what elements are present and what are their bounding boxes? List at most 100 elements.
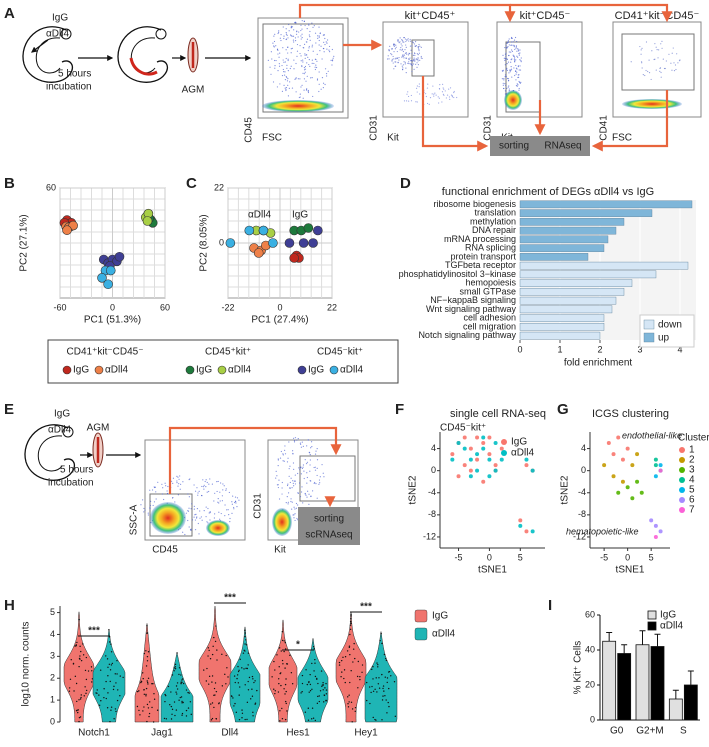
flow-event xyxy=(308,493,310,495)
x-tick-label: G2+M xyxy=(636,726,664,737)
category-label: protein transport xyxy=(450,251,516,261)
jitter-dot xyxy=(307,719,310,721)
flow-event xyxy=(318,83,320,85)
point xyxy=(450,457,455,462)
x-tick-label: 5 xyxy=(518,552,523,562)
flow-event xyxy=(216,490,218,493)
flow-event xyxy=(418,48,420,50)
jitter-dot xyxy=(233,675,236,677)
jitter-dot xyxy=(349,624,352,626)
flow-event xyxy=(208,490,210,493)
flow-event xyxy=(326,48,328,50)
flow-event xyxy=(318,35,320,37)
flow-event xyxy=(426,102,429,105)
jitter-dot xyxy=(116,659,118,662)
flow-event xyxy=(279,457,282,459)
jitter-dot xyxy=(305,669,307,671)
flow-event xyxy=(308,45,310,48)
point xyxy=(462,463,467,468)
flow-event xyxy=(296,50,299,52)
flow-event xyxy=(193,505,195,507)
flow-event xyxy=(316,448,318,450)
flow-event xyxy=(453,96,455,99)
flow-event xyxy=(231,501,233,503)
category-label: Wnt signaling pathway xyxy=(426,304,517,314)
flow-event xyxy=(307,90,309,92)
flow-event xyxy=(302,466,304,468)
flow-event xyxy=(419,59,421,61)
flow-event xyxy=(303,73,306,75)
flow-event xyxy=(333,55,335,57)
point xyxy=(481,435,486,440)
flow-event xyxy=(520,57,522,59)
jitter-dot xyxy=(365,681,368,684)
flow-event xyxy=(411,70,413,72)
jitter-dot xyxy=(85,656,88,659)
flow-event xyxy=(517,50,520,52)
flow-event xyxy=(179,488,181,490)
jitter-dot xyxy=(317,682,319,685)
flow-density xyxy=(272,508,292,536)
flow-event xyxy=(280,39,282,42)
jitter-dot xyxy=(238,669,240,672)
flow-event xyxy=(515,70,517,72)
flow-event xyxy=(303,67,306,69)
flow-event xyxy=(519,69,522,71)
jitter-dot xyxy=(285,678,287,680)
point xyxy=(142,216,153,226)
legend-label: 4 xyxy=(689,475,695,486)
flow-event xyxy=(235,502,237,504)
flow-event xyxy=(654,58,656,60)
flow-event xyxy=(157,481,159,483)
y-axis-label: CD31 xyxy=(369,115,380,141)
flow-event xyxy=(206,481,208,484)
y-tick-label: 0 xyxy=(581,465,586,475)
flow-event xyxy=(645,69,647,72)
flow-event xyxy=(417,64,419,66)
flow-event xyxy=(515,85,518,87)
flow-event xyxy=(207,522,209,524)
jitter-dot xyxy=(213,706,215,709)
jitter-dot xyxy=(182,701,184,704)
flow-event xyxy=(415,45,417,47)
flow-event xyxy=(294,480,296,482)
flow-event xyxy=(293,468,295,470)
jitter-dot xyxy=(325,682,327,685)
flow-event xyxy=(448,88,450,90)
arrow xyxy=(591,90,669,152)
flow-event xyxy=(286,495,288,498)
flow-event xyxy=(331,48,333,51)
flow-event xyxy=(316,79,319,81)
flow-event xyxy=(388,49,390,51)
flow-event xyxy=(514,74,516,77)
flow-event xyxy=(196,487,198,489)
flow-event xyxy=(199,517,201,519)
flow-event xyxy=(316,497,318,499)
jitter-dot xyxy=(279,720,281,722)
y-axis-label: CD45 xyxy=(244,117,255,143)
category-label: mRNA processing xyxy=(444,234,516,244)
jitter-dot xyxy=(143,652,146,655)
jitter-dot xyxy=(173,670,175,672)
jitter-dot xyxy=(85,689,88,692)
flow-event xyxy=(300,467,302,469)
point xyxy=(462,446,467,451)
jitter-dot xyxy=(182,682,185,685)
flow-event xyxy=(647,70,649,73)
flow-event xyxy=(442,87,444,89)
jitter-dot xyxy=(322,689,324,691)
x-tick-label: -5 xyxy=(455,552,463,562)
flow-event xyxy=(290,477,292,479)
legend-label: IgG xyxy=(196,365,212,376)
flow-event xyxy=(417,46,419,48)
flow-event xyxy=(660,71,662,74)
y-axis-label: CD31 xyxy=(483,115,494,141)
flow-event xyxy=(269,66,271,68)
jitter-dot xyxy=(108,663,111,666)
bar xyxy=(668,698,683,721)
jitter-dot xyxy=(350,618,352,620)
x-tick-label: G0 xyxy=(610,726,624,737)
flow-gate xyxy=(262,23,344,113)
flow-event xyxy=(293,514,295,516)
jitter-dot xyxy=(245,644,248,646)
